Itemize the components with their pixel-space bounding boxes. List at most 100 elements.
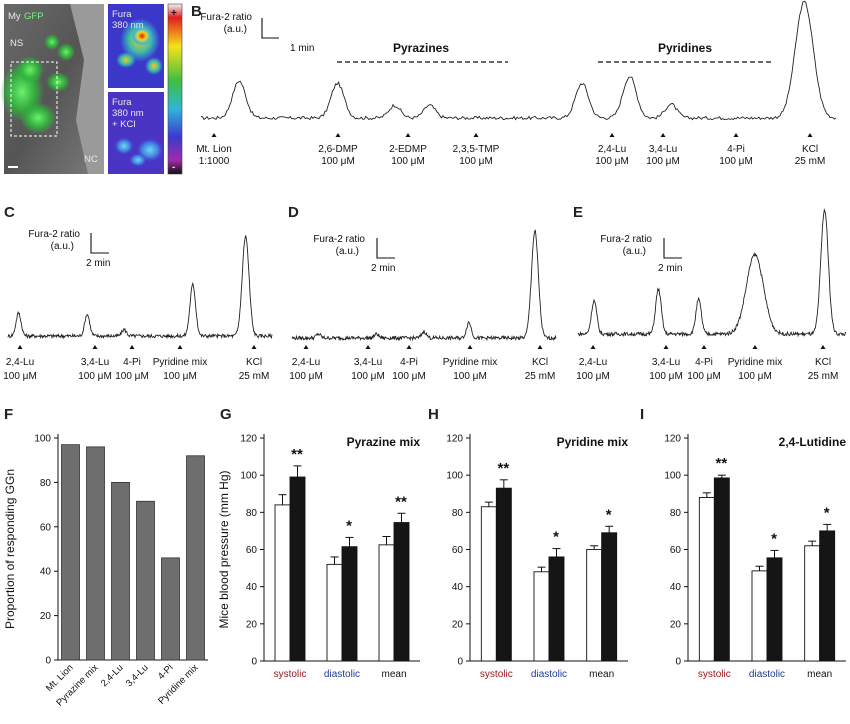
- significance-marker: *: [346, 517, 352, 534]
- stimulus-concentration: 25 mM: [239, 371, 270, 382]
- d-scale-text: 2 min: [371, 263, 395, 274]
- stimulus-name: 4-Pi: [695, 357, 713, 368]
- stimulus-concentration: 100 μM: [576, 371, 610, 382]
- stimulus-marker: [129, 345, 135, 349]
- bar-control: [751, 570, 768, 662]
- y-tick-label: 80: [246, 508, 258, 519]
- x-tick-label: diastolic: [749, 669, 785, 680]
- bar-control: [586, 549, 603, 662]
- significance-marker: *: [553, 529, 559, 546]
- stimulus-name: 2,4-Lu: [6, 357, 34, 368]
- stimulus-marker: [537, 345, 543, 349]
- y-tick-label: 60: [452, 545, 464, 556]
- x-tick-label: systolic: [480, 669, 513, 680]
- x-tick-label: mean: [381, 669, 406, 680]
- b-scale-text: 1 min: [290, 43, 314, 54]
- e-scalebar: [663, 238, 682, 259]
- stimulus-concentration: 100 μM: [649, 371, 683, 382]
- stimulus-concentration: 100 μM: [687, 371, 721, 382]
- chart-title: Pyridine mix: [557, 435, 629, 449]
- x-tick-label: systolic: [698, 669, 731, 680]
- stimulus-marker: [92, 345, 98, 349]
- stimulus-concentration: 1:1000: [199, 156, 230, 167]
- stimulus-name: 3,4-Lu: [649, 144, 677, 155]
- x-tick-label: 2,4-Lu: [99, 662, 126, 689]
- stimulus-name: 4-Pi: [400, 357, 418, 368]
- c-trace: [7, 235, 273, 340]
- panel-label-b: B: [191, 3, 202, 20]
- bar: [61, 444, 80, 661]
- stimulus-concentration: 100 μM: [595, 156, 629, 167]
- bar-treated: [819, 530, 836, 662]
- y-tick-label: 120: [446, 434, 463, 445]
- gfp-label-prefix: My: [8, 11, 21, 22]
- stimulus-name: 3,4-Lu: [81, 357, 109, 368]
- fura1-label-a: Fura: [112, 9, 132, 20]
- stimulus-name: KCl: [802, 144, 818, 155]
- panel-label-h: H: [428, 406, 439, 423]
- panel-label-e: E: [573, 204, 583, 221]
- y-tick-label: 60: [40, 522, 52, 533]
- x-tick-label: systolic: [274, 669, 307, 680]
- y-tick-label: 100: [240, 471, 257, 482]
- bar-control: [698, 497, 715, 662]
- y-tick-label: 20: [670, 619, 682, 630]
- b-ylabel-1: Fura-2 ratio: [200, 12, 252, 23]
- colorbar-minus: -: [172, 162, 175, 173]
- chart-g: 0 20 40 60 80 100 120 Mice blood pressure (mm H…: [217, 434, 420, 681]
- stimulus-name: 3,4-Lu: [354, 357, 382, 368]
- y-tick-label: 60: [670, 545, 682, 556]
- stimulus-name: Pyridine mix: [728, 357, 782, 368]
- stimulus-concentration: 100 μM: [738, 371, 772, 382]
- chart-f: 0 20 40 60 80 100 Proportion of responding GGn…: [3, 434, 208, 709]
- bar-control: [274, 504, 291, 662]
- d-ylabel-2: (a.u.): [336, 246, 359, 257]
- significance-marker: **: [715, 455, 727, 472]
- bar-control: [378, 544, 395, 662]
- bar-control: [533, 571, 550, 662]
- y-tick-label: 0: [675, 657, 681, 668]
- bar-control: [480, 506, 497, 662]
- gfp-image: My GFP NS NC: [0, 4, 104, 174]
- stimulus-name: 2-EDMP: [389, 144, 427, 155]
- y-tick-label: 20: [246, 619, 258, 630]
- d-scalebar: [376, 238, 395, 259]
- b-ylabel-2: (a.u.): [224, 24, 247, 35]
- bar: [186, 455, 205, 661]
- y-tick-label: 100: [664, 471, 681, 482]
- panel-label-d: D: [288, 204, 299, 221]
- stimulus-marker: [660, 133, 666, 137]
- stimulus-concentration: 100 μM: [646, 156, 680, 167]
- significance-marker: *: [824, 504, 830, 521]
- stimulus-name: 2,3,5-TMP: [453, 144, 500, 155]
- stimulus-marker: [609, 133, 615, 137]
- stimulus-marker: [467, 345, 473, 349]
- c-stimuli: 2,4-Lu 100 μM 3,4-Lu 100 μM 4-Pi 100 μM Pyridi…: [3, 345, 269, 382]
- panel-label-i: I: [640, 406, 644, 423]
- stimulus-marker: [701, 345, 707, 349]
- stimulus-name: 2,6-DMP: [318, 144, 358, 155]
- b-scalebar: [261, 18, 279, 39]
- stimulus-concentration: 100 μM: [391, 156, 425, 167]
- stimulus-concentration: 25 mM: [808, 371, 839, 382]
- stimulus-marker: [663, 345, 669, 349]
- stimulus-concentration: 100 μM: [351, 371, 385, 382]
- stimulus-name: 3,4-Lu: [652, 357, 680, 368]
- stimulus-name: 2,4-Lu: [579, 357, 607, 368]
- y-tick-label: 40: [40, 567, 52, 578]
- stimulus-concentration: 100 μM: [78, 371, 112, 382]
- panel-label-c: C: [4, 204, 15, 221]
- bar-treated: [289, 476, 306, 662]
- fura-image-kcl: Fura 380 nm + KCl: [108, 92, 164, 174]
- stimulus-concentration: 25 mM: [525, 371, 556, 382]
- significance-marker: **: [395, 493, 407, 510]
- stimulus-concentration: 100 μM: [163, 371, 197, 382]
- d-stimuli: 2,4-Lu 100 μM 3,4-Lu 100 μM 4-Pi 100 μM Pyridi…: [289, 345, 555, 382]
- stimulus-marker: [590, 345, 596, 349]
- y-tick-label: 80: [670, 508, 682, 519]
- fura-image-resting: Fura 380 nm: [108, 4, 164, 88]
- stimulus-marker: [335, 133, 341, 137]
- stimulus-marker: [405, 133, 411, 137]
- stimulus-marker: [473, 133, 479, 137]
- stimulus-marker: [251, 345, 257, 349]
